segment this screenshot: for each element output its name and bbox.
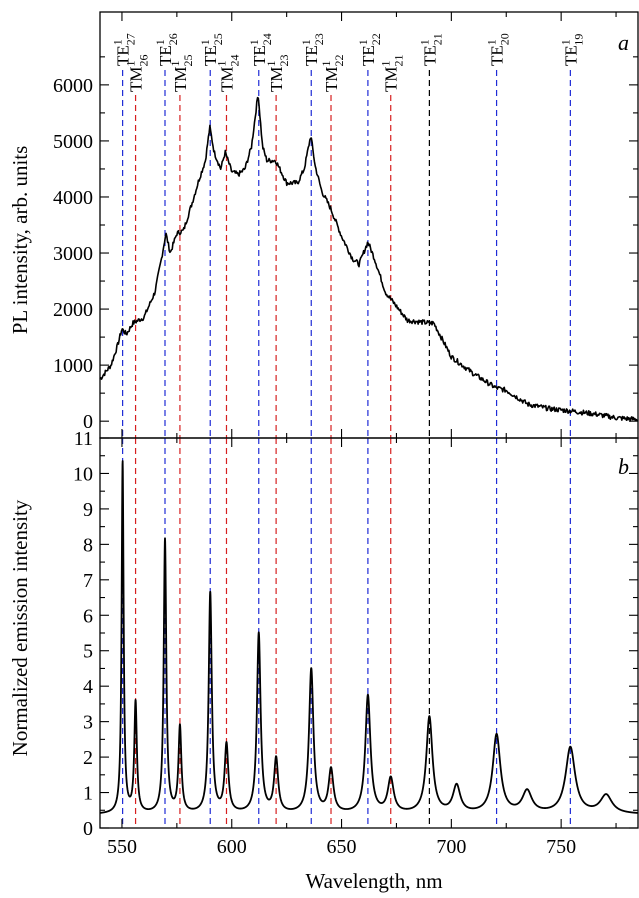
y-axis-label-a: PL intensity, arb. units xyxy=(8,146,32,335)
y-tick-label-8: 8 xyxy=(83,534,93,556)
y-tick-label-10: 10 xyxy=(73,463,93,485)
y-tick-label-5000: 5000 xyxy=(53,131,93,153)
mode-label-te26: TE126 xyxy=(153,33,180,66)
y-tick-label-6000: 6000 xyxy=(53,75,93,97)
mode-label-te23: TE123 xyxy=(299,33,326,66)
y-tick-label-4000: 4000 xyxy=(53,187,93,209)
mode-label-te22: TE122 xyxy=(356,33,383,66)
mode-label-te21: TE121 xyxy=(417,33,444,66)
y-tick-label-0: 0 xyxy=(83,818,93,840)
mode-lines-b xyxy=(122,438,571,828)
y-ticks-a: 0 1000 2000 3000 4000 5000 6000 xyxy=(53,56,638,433)
x-ticks-b: 550 600 650 700 750 xyxy=(107,438,617,858)
mode-label-tm25: TM125 xyxy=(168,55,195,93)
x-ticks-a xyxy=(121,12,617,438)
x-tick-label-600: 600 xyxy=(217,836,247,858)
mode-label-tm21: TM121 xyxy=(379,55,406,93)
y-axis-label-b: Normalized emission intensity xyxy=(8,499,32,756)
mode-label-te25: TE125 xyxy=(198,33,225,66)
emission-spectrum-line xyxy=(99,460,639,814)
x-tick-label-650: 650 xyxy=(327,836,357,858)
y-tick-label-5: 5 xyxy=(83,641,93,663)
y-tick-label-2: 2 xyxy=(83,747,93,769)
panel-letter-b: b xyxy=(618,454,629,479)
y-ticks-b: 0 1 2 3 4 5 6 7 8 9 10 11 xyxy=(73,428,638,840)
panel-letter-a: a xyxy=(618,30,629,55)
y-tick-label-3: 3 xyxy=(83,712,93,734)
mode-label-tm24: TM124 xyxy=(214,55,241,93)
y-tick-label-11: 11 xyxy=(74,428,93,450)
y-tick-label-4: 4 xyxy=(83,676,93,698)
y-tick-label-1000: 1000 xyxy=(53,355,93,377)
x-tick-label-700: 700 xyxy=(436,836,466,858)
mode-label-te27: TE127 xyxy=(111,33,138,66)
x-tick-label-550: 550 xyxy=(107,836,137,858)
panel-b: 550 600 650 700 750 0 1 2 3 4 5 6 7 8 9 10 11 b Normali… xyxy=(8,428,639,858)
x-axis-label: Wavelength, nm xyxy=(305,869,442,893)
mode-label-te24: TE124 xyxy=(247,33,274,66)
mode-lines-a xyxy=(122,70,571,438)
mode-label-tm26: TM126 xyxy=(124,55,151,93)
pl-spectrum-line xyxy=(99,96,638,422)
y-tick-label-1: 1 xyxy=(83,783,93,805)
mode-label-te20: TE120 xyxy=(485,33,512,66)
mode-label-tm22: TM122 xyxy=(319,55,346,93)
mode-label-te19: TE119 xyxy=(558,34,585,66)
y-tick-label-2000: 2000 xyxy=(53,299,93,321)
x-tick-label-750: 750 xyxy=(546,836,576,858)
y-tick-label-3000: 3000 xyxy=(53,243,93,265)
y-tick-label-6: 6 xyxy=(83,605,93,627)
y-tick-label-7: 7 xyxy=(83,570,93,592)
mode-label-tm23: TM123 xyxy=(264,55,291,93)
y-tick-label-0: 0 xyxy=(83,411,93,433)
plot-frame-b xyxy=(99,437,639,829)
y-tick-label-9: 9 xyxy=(83,499,93,521)
